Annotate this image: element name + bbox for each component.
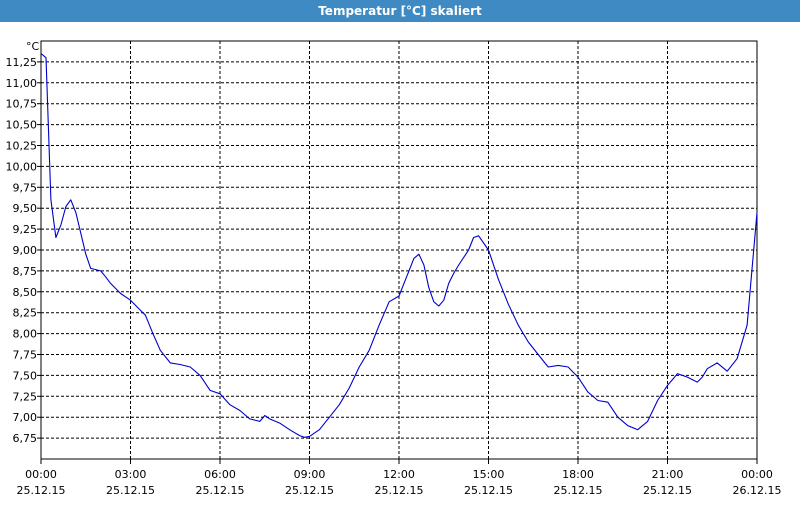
x-tick-date-label: 25.12.15: [285, 484, 334, 497]
y-tick-label: 7,00: [13, 411, 38, 424]
x-tick-date-label: 25.12.15: [106, 484, 155, 497]
y-tick-label: 9,50: [13, 202, 38, 215]
y-tick-label: 10,25: [6, 140, 38, 153]
plot-frame: [40, 40, 758, 460]
plot-area: 6,75 7,00 7,25 7,50 7,75 8,00 8,25 8,50 8,75 9,00…: [0, 22, 800, 500]
x-tick-time-label: 00:00: [25, 468, 57, 481]
y-tick-label: 6,75: [13, 432, 38, 445]
y-tick-label: 9,00: [13, 244, 38, 257]
x-tick-date-label: 25.12.15: [643, 484, 692, 497]
x-tick-date-label: 25.12.15: [464, 484, 513, 497]
y-tick-label: 7,75: [13, 349, 38, 362]
x-tick-date-label: 25.12.15: [196, 484, 245, 497]
x-tick-date-label: 26.12.15: [733, 484, 782, 497]
temperature-series-line: [40, 53, 758, 438]
y-axis-unit: °C: [26, 40, 40, 53]
x-tick-time-label: 18:00: [562, 468, 594, 481]
y-tick-label: 8,25: [13, 307, 38, 320]
window-title: Temperatur [°C] skaliert: [0, 0, 800, 22]
x-tick-time-label: 03:00: [115, 468, 147, 481]
y-tick-label: 10,00: [6, 160, 38, 173]
x-tick-date-label: 25.12.15: [17, 484, 66, 497]
y-tick-label: 8,50: [13, 286, 38, 299]
x-tick-time-label: 06:00: [204, 468, 236, 481]
y-tick-label: 9,75: [13, 181, 38, 194]
y-tick-label: 8,75: [13, 265, 38, 278]
y-tick-label: 11,00: [6, 77, 38, 90]
x-tick-date-label: 25.12.15: [375, 484, 424, 497]
y-tick-label: 7,25: [13, 390, 38, 403]
x-tick-time-label: 21:00: [652, 468, 684, 481]
y-tick-label: 10,75: [6, 98, 38, 111]
x-tick-date-label: 25.12.15: [554, 484, 603, 497]
x-tick-time-label: 12:00: [383, 468, 415, 481]
y-tick-label: 7,50: [13, 369, 38, 382]
y-tick-label: 9,25: [13, 223, 38, 236]
temperature-chart: 6,75 7,00 7,25 7,50 7,75 8,00 8,25 8,50 8,75 9,00…: [6, 40, 782, 497]
y-tick-label: 10,50: [6, 119, 38, 132]
y-tick-label: 8,00: [13, 328, 38, 341]
x-tick-time-label: 00:00: [741, 468, 773, 481]
x-tick-time-label: 09:00: [294, 468, 326, 481]
y-tick-label: 11,25: [6, 56, 38, 69]
x-tick-time-label: 15:00: [473, 468, 505, 481]
